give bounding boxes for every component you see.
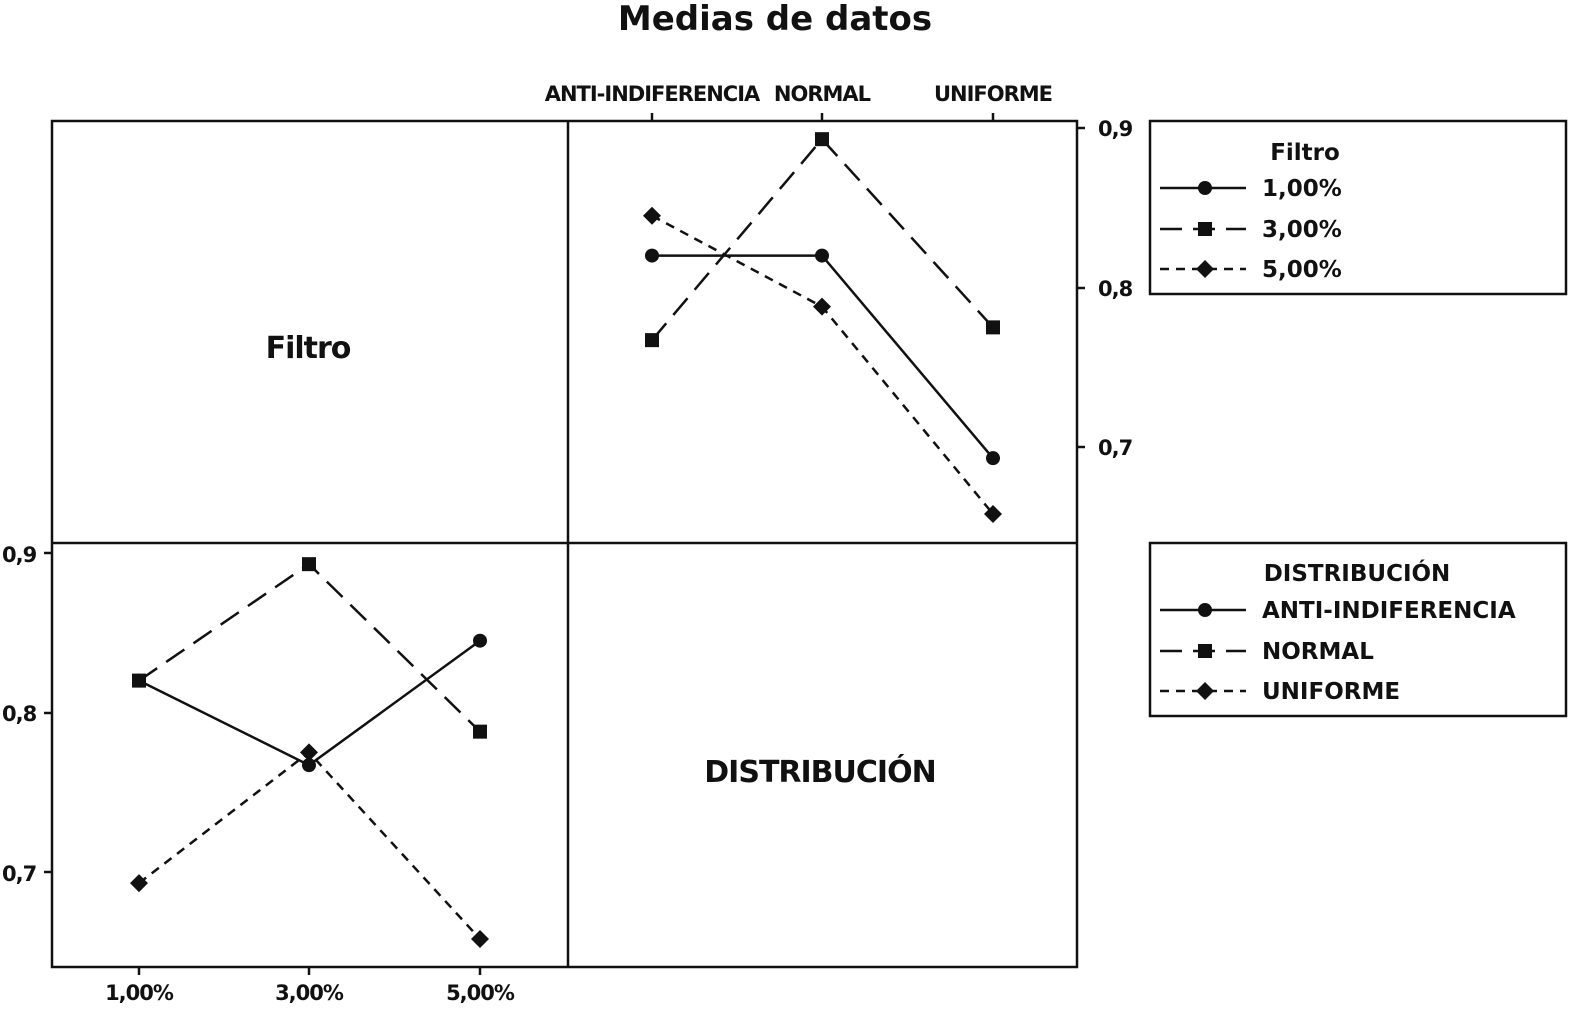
top-panel-y-axis: 0,9 0,8 0,7 xyxy=(1077,117,1134,460)
left-y-tick-label: 0,7 xyxy=(2,862,36,886)
legend-distribucion-item-normal: NORMAL xyxy=(1262,639,1374,665)
legend-filtro-item-5: 5,00% xyxy=(1262,257,1342,283)
top-x-tick-label-uniforme: UNIFORME xyxy=(934,82,1052,106)
left-y-tick-label: 0,9 xyxy=(2,543,37,567)
bottom-panel-y-axis: 0,9 0,8 0,7 xyxy=(2,543,52,886)
legend-filtro-title: Filtro xyxy=(1270,140,1340,166)
top-panel-series xyxy=(643,132,1002,523)
legend-key-marker-3-00 xyxy=(1198,222,1212,236)
legend-distribucion-title: DISTRIBUCIÓN xyxy=(1264,559,1451,587)
legend-filtro-item-3: 3,00% xyxy=(1262,217,1342,243)
legend-key-marker-normal xyxy=(1198,644,1212,658)
series-line-1-00 xyxy=(652,254,994,459)
right-y-tick-label: 0,7 xyxy=(1098,436,1132,460)
bottom-x-tick-label-1: 1,00% xyxy=(105,981,174,1005)
left-y-tick-label: 0,8 xyxy=(2,702,37,726)
legend-filtro-item-1: 1,00% xyxy=(1262,176,1342,202)
legend-key-marker-anti-indiferencia xyxy=(1198,603,1212,617)
diagonal-label-filtro: Filtro xyxy=(266,331,351,366)
data-point-3-00-uniforme xyxy=(986,320,1000,335)
data-point-5-00-normal xyxy=(813,297,831,316)
bottom-panel-x-axis: 1,00% 3,00% 5,00% xyxy=(105,967,516,1005)
right-y-tick-label: 0,9 xyxy=(1098,117,1133,141)
legend-key-marker-5-00 xyxy=(1196,260,1214,278)
legend-key-marker-1-00 xyxy=(1198,181,1212,195)
series-line-3-00 xyxy=(651,137,994,341)
diagonal-label-distribucion: DISTRIBUCIÓN xyxy=(704,753,935,790)
data-point-anti-indiferencia-3-00 xyxy=(302,758,316,773)
data-point-3-00-anti-indiferencia xyxy=(645,333,659,348)
data-point-normal-3-00 xyxy=(302,557,316,572)
data-point-anti-indiferencia-5-00 xyxy=(473,633,487,648)
legend-distribucion-item-anti: ANTI-INDIFERENCIA xyxy=(1262,598,1516,624)
data-point-uniforme-5-00 xyxy=(471,929,489,948)
data-point-normal-5-00 xyxy=(473,724,487,739)
data-point-normal-1-00 xyxy=(132,673,146,688)
legend-key-marker-uniforme xyxy=(1196,682,1214,700)
data-point-1-00-uniforme xyxy=(986,451,1000,466)
legend-filtro-box xyxy=(1148,119,1568,296)
data-point-3-00-normal xyxy=(815,132,829,147)
top-x-tick-label-anti-indiferencia: ANTI-INDIFERENCIA xyxy=(545,82,761,106)
chart-title: Medias de datos xyxy=(618,0,932,39)
right-y-tick-label: 0,8 xyxy=(1098,277,1133,301)
data-point-uniforme-1-00 xyxy=(130,874,148,893)
top-panel-x-axis: ANTI-INDIFERENCIA NORMAL UNIFORME xyxy=(545,82,1053,121)
matrix-frame xyxy=(50,119,1079,969)
legend-filtro: Filtro 1,00% 3,00% 5,00% xyxy=(1148,119,1568,296)
data-point-5-00-uniforme xyxy=(984,504,1002,523)
bottom-x-tick-label-3: 3,00% xyxy=(275,981,344,1005)
data-point-5-00-anti-indiferencia xyxy=(643,206,661,225)
series-line-uniforme xyxy=(138,750,481,940)
legend-distribucion-item-uniforme: UNIFORME xyxy=(1262,679,1400,705)
top-x-tick-label-normal: NORMAL xyxy=(774,82,871,106)
data-point-uniforme-3-00 xyxy=(300,743,318,762)
legend-distribucion-box xyxy=(1148,541,1568,718)
bottom-panel-series xyxy=(130,557,489,948)
data-point-1-00-anti-indiferencia xyxy=(645,248,659,263)
legend-distribucion: DISTRIBUCIÓN ANTI-INDIFERENCIA NORMAL UN… xyxy=(1148,541,1568,718)
bottom-x-tick-label-5: 5,00% xyxy=(446,981,515,1005)
data-point-1-00-normal xyxy=(815,248,829,263)
